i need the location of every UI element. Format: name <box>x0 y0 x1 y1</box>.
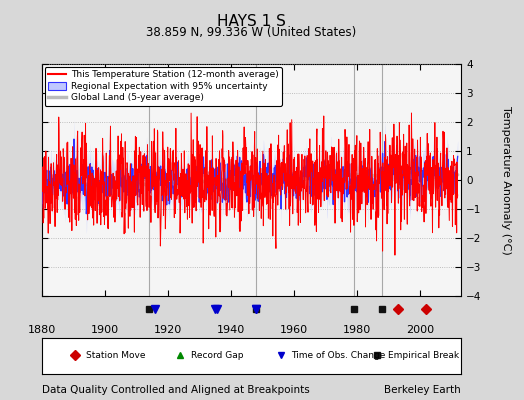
Text: HAYS 1 S: HAYS 1 S <box>217 14 286 29</box>
Legend: This Temperature Station (12-month average), Regional Expectation with 95% uncer: This Temperature Station (12-month avera… <box>45 67 282 106</box>
Y-axis label: Temperature Anomaly (°C): Temperature Anomaly (°C) <box>501 106 511 254</box>
Text: Empirical Break: Empirical Break <box>388 351 459 360</box>
Text: 1980: 1980 <box>343 325 371 335</box>
Text: 2000: 2000 <box>406 325 434 335</box>
Text: Data Quality Controlled and Aligned at Breakpoints: Data Quality Controlled and Aligned at B… <box>42 385 310 395</box>
Text: Time of Obs. Change: Time of Obs. Change <box>291 351 386 360</box>
Text: 1960: 1960 <box>280 325 308 335</box>
Text: 1940: 1940 <box>217 325 245 335</box>
Text: 1920: 1920 <box>154 325 182 335</box>
Text: 1900: 1900 <box>91 325 119 335</box>
Text: Record Gap: Record Gap <box>191 351 243 360</box>
Text: Station Move: Station Move <box>86 351 146 360</box>
Text: 38.859 N, 99.336 W (United States): 38.859 N, 99.336 W (United States) <box>146 26 357 39</box>
Text: 1880: 1880 <box>28 325 56 335</box>
Text: Berkeley Earth: Berkeley Earth <box>385 385 461 395</box>
